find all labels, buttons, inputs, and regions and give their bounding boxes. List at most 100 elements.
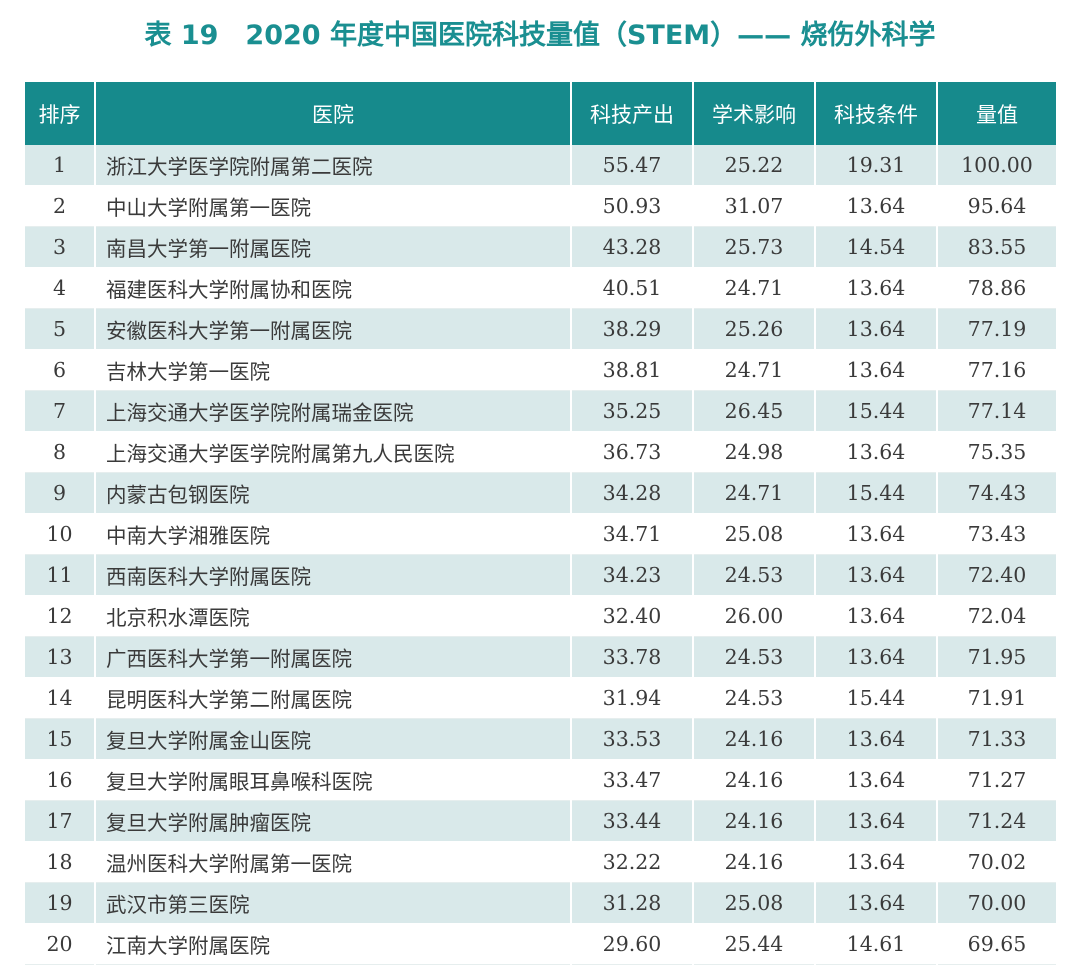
cell-conditions: 13.64 xyxy=(815,513,938,555)
cell-rank: 6 xyxy=(25,349,96,391)
cell-output: 33.53 xyxy=(571,718,694,760)
table-row: 10 中南大学湘雅医院 34.71 25.08 13.64 73.43 xyxy=(25,513,1056,555)
cell-impact: 24.16 xyxy=(693,800,816,842)
cell-rank: 5 xyxy=(25,308,96,350)
cell-conditions: 13.64 xyxy=(815,759,938,801)
cell-conditions: 14.61 xyxy=(815,923,938,965)
table-row: 8 上海交通大学医学院附属第九人民医院 36.73 24.98 13.64 75.35 xyxy=(25,431,1056,473)
table-header-row: 排序 医院 科技产出 学术影响 科技条件 量值 xyxy=(25,82,1056,145)
cell-value: 75.35 xyxy=(937,431,1056,473)
cell-conditions: 13.64 xyxy=(815,718,938,760)
cell-value: 77.19 xyxy=(937,308,1056,350)
table-row: 5 安徽医科大学第一附属医院 38.29 25.26 13.64 77.19 xyxy=(25,308,1056,350)
header-impact: 学术影响 xyxy=(693,82,816,145)
cell-rank: 11 xyxy=(25,554,96,596)
cell-impact: 25.08 xyxy=(693,513,816,555)
cell-output: 33.78 xyxy=(571,636,694,678)
cell-value: 69.65 xyxy=(937,923,1056,965)
cell-hospital: 复旦大学附属肿瘤医院 xyxy=(95,800,572,842)
cell-value: 71.27 xyxy=(937,759,1056,801)
cell-output: 43.28 xyxy=(571,226,694,268)
ranking-table: 排序 医院 科技产出 学术影响 科技条件 量值 1 浙江大学医学院附属第二医院 55… xyxy=(25,82,1056,965)
cell-hospital: 吉林大学第一医院 xyxy=(95,349,572,391)
cell-output: 33.47 xyxy=(571,759,694,801)
cell-conditions: 13.64 xyxy=(815,431,938,473)
cell-hospital: 福建医科大学附属协和医院 xyxy=(95,267,572,309)
table-row: 3 南昌大学第一附属医院 43.28 25.73 14.54 83.55 xyxy=(25,226,1056,268)
cell-hospital: 复旦大学附属金山医院 xyxy=(95,718,572,760)
cell-rank: 19 xyxy=(25,882,96,924)
table-body: 1 浙江大学医学院附属第二医院 55.47 25.22 19.31 100.00 2 中山大学… xyxy=(25,145,1056,965)
cell-value: 71.95 xyxy=(937,636,1056,678)
cell-output: 31.28 xyxy=(571,882,694,924)
header-conditions: 科技条件 xyxy=(815,82,938,145)
cell-rank: 18 xyxy=(25,841,96,883)
cell-rank: 15 xyxy=(25,718,96,760)
cell-output: 32.22 xyxy=(571,841,694,883)
cell-impact: 25.44 xyxy=(693,923,816,965)
table-row: 11 西南医科大学附属医院 34.23 24.53 13.64 72.40 xyxy=(25,554,1056,596)
cell-output: 35.25 xyxy=(571,390,694,432)
cell-conditions: 13.64 xyxy=(815,267,938,309)
cell-impact: 24.16 xyxy=(693,718,816,760)
cell-impact: 26.00 xyxy=(693,595,816,637)
cell-rank: 7 xyxy=(25,390,96,432)
cell-impact: 24.16 xyxy=(693,841,816,883)
cell-value: 95.64 xyxy=(937,185,1056,227)
cell-conditions: 13.64 xyxy=(815,554,938,596)
cell-impact: 24.53 xyxy=(693,636,816,678)
table-row: 12 北京积水潭医院 32.40 26.00 13.64 72.04 xyxy=(25,595,1056,637)
cell-impact: 24.71 xyxy=(693,267,816,309)
cell-conditions: 13.64 xyxy=(815,349,938,391)
cell-output: 33.44 xyxy=(571,800,694,842)
cell-rank: 1 xyxy=(25,145,96,186)
table-row: 17 复旦大学附属肿瘤医院 33.44 24.16 13.64 71.24 xyxy=(25,800,1056,842)
cell-conditions: 13.64 xyxy=(815,595,938,637)
cell-hospital: 浙江大学医学院附属第二医院 xyxy=(95,145,572,186)
cell-conditions: 19.31 xyxy=(815,145,938,186)
cell-impact: 24.71 xyxy=(693,349,816,391)
table-row: 19 武汉市第三医院 31.28 25.08 13.64 70.00 xyxy=(25,882,1056,924)
cell-output: 38.81 xyxy=(571,349,694,391)
cell-output: 34.28 xyxy=(571,472,694,514)
cell-conditions: 13.64 xyxy=(815,308,938,350)
cell-hospital: 内蒙古包钢医院 xyxy=(95,472,572,514)
cell-value: 71.24 xyxy=(937,800,1056,842)
cell-output: 38.29 xyxy=(571,308,694,350)
cell-hospital: 上海交通大学医学院附属瑞金医院 xyxy=(95,390,572,432)
header-rank: 排序 xyxy=(25,82,96,145)
cell-value: 83.55 xyxy=(937,226,1056,268)
cell-hospital: 温州医科大学附属第一医院 xyxy=(95,841,572,883)
cell-rank: 17 xyxy=(25,800,96,842)
cell-rank: 4 xyxy=(25,267,96,309)
cell-conditions: 15.44 xyxy=(815,390,938,432)
cell-conditions: 13.64 xyxy=(815,636,938,678)
cell-rank: 2 xyxy=(25,185,96,227)
cell-value: 70.02 xyxy=(937,841,1056,883)
cell-output: 31.94 xyxy=(571,677,694,719)
cell-output: 40.51 xyxy=(571,267,694,309)
table-row: 16 复旦大学附属眼耳鼻喉科医院 33.47 24.16 13.64 71.27 xyxy=(25,759,1056,801)
table-row: 6 吉林大学第一医院 38.81 24.71 13.64 77.16 xyxy=(25,349,1056,391)
cell-hospital: 上海交通大学医学院附属第九人民医院 xyxy=(95,431,572,473)
header-output: 科技产出 xyxy=(571,82,694,145)
cell-impact: 25.73 xyxy=(693,226,816,268)
cell-rank: 8 xyxy=(25,431,96,473)
cell-impact: 24.53 xyxy=(693,677,816,719)
table-row: 18 温州医科大学附属第一医院 32.22 24.16 13.64 70.02 xyxy=(25,841,1056,883)
table-row: 7 上海交通大学医学院附属瑞金医院 35.25 26.45 15.44 77.14 xyxy=(25,390,1056,432)
cell-hospital: 南昌大学第一附属医院 xyxy=(95,226,572,268)
cell-hospital: 江南大学附属医院 xyxy=(95,923,572,965)
cell-impact: 25.08 xyxy=(693,882,816,924)
cell-hospital: 北京积水潭医院 xyxy=(95,595,572,637)
cell-value: 73.43 xyxy=(937,513,1056,555)
table-row: 13 广西医科大学第一附属医院 33.78 24.53 13.64 71.95 xyxy=(25,636,1056,678)
cell-rank: 3 xyxy=(25,226,96,268)
header-value: 量值 xyxy=(937,82,1056,145)
cell-output: 55.47 xyxy=(571,145,694,186)
cell-rank: 13 xyxy=(25,636,96,678)
cell-hospital: 武汉市第三医院 xyxy=(95,882,572,924)
cell-output: 36.73 xyxy=(571,431,694,473)
cell-impact: 24.53 xyxy=(693,554,816,596)
cell-hospital: 西南医科大学附属医院 xyxy=(95,554,572,596)
